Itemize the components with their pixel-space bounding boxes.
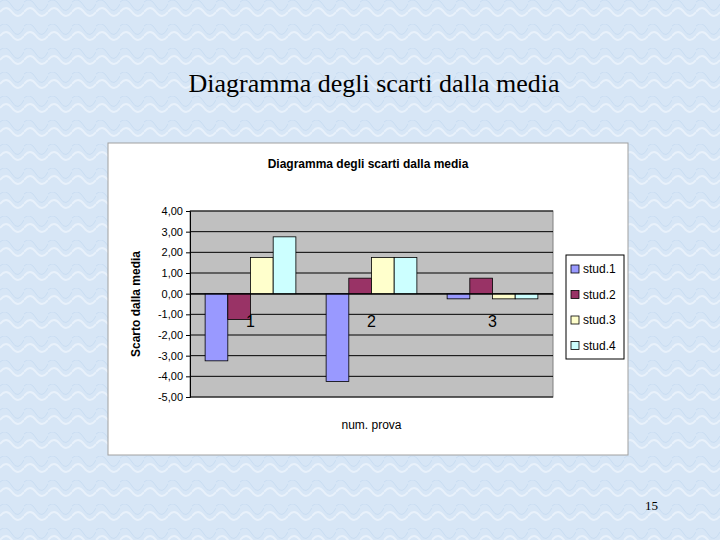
x-tick: 1 xyxy=(246,294,255,330)
bar xyxy=(251,258,274,294)
y-tick-mark xyxy=(186,376,190,377)
y-axis-title: Scarto dalla media xyxy=(129,251,143,357)
legend-swatch xyxy=(571,342,579,350)
x-axis-title: num. prova xyxy=(341,418,401,432)
legend-label: stud.3 xyxy=(583,313,616,327)
y-tick-label: 2,00 xyxy=(162,246,183,258)
y-tick-mark xyxy=(186,211,190,212)
x-tick: 2 xyxy=(367,294,376,330)
chart-title: Diagramma degli scarti dalla media xyxy=(268,157,469,171)
y-tick-mark xyxy=(186,294,190,295)
y-axis-line xyxy=(186,212,191,398)
y-tick-mark xyxy=(186,252,190,253)
x-axis: 1 2 3 xyxy=(191,294,554,330)
grid-line xyxy=(190,376,553,377)
grid-line xyxy=(190,231,553,232)
y-tick-mark xyxy=(186,397,190,398)
y-tick-label: 0,00 xyxy=(162,288,183,300)
legend: stud.1 stud.2 stud.3 stud.4 xyxy=(566,255,624,359)
y-tick: -3,00 xyxy=(158,350,190,362)
y-tick: 1,00 xyxy=(162,267,190,279)
bar xyxy=(372,258,395,294)
legend-swatch xyxy=(571,265,579,273)
chart-box xyxy=(108,143,628,455)
x-axis-line xyxy=(191,294,554,295)
y-tick-label: -2,00 xyxy=(158,329,183,341)
y-tick: 0,00 xyxy=(162,288,190,300)
grid-line xyxy=(190,252,553,253)
y-tick-mark xyxy=(186,335,190,336)
grid-line xyxy=(190,335,553,336)
y-axis: -5,00 -4,00 -3,00 -2,00 -1,00 0,00 1,00 2,00 3,0… xyxy=(158,205,191,403)
bar xyxy=(349,278,372,294)
bar xyxy=(205,294,228,361)
legend-box xyxy=(566,255,624,359)
y-tick-label: -1,00 xyxy=(158,308,183,320)
y-tick-label: 3,00 xyxy=(162,226,183,238)
grid xyxy=(190,211,553,397)
plot-area xyxy=(190,211,553,397)
x-tick-label: 2 xyxy=(367,313,376,330)
legend-label: stud.4 xyxy=(583,339,616,353)
bar xyxy=(273,237,296,294)
legend-swatch xyxy=(571,291,579,299)
y-tick-label: 4,00 xyxy=(162,205,183,217)
y-tick: 4,00 xyxy=(162,205,190,217)
y-tick-mark xyxy=(186,356,190,357)
y-tick: -1,00 xyxy=(158,308,190,320)
y-tick: 2,00 xyxy=(162,246,190,258)
legend-label: stud.2 xyxy=(583,288,616,302)
y-tick-label: -4,00 xyxy=(158,370,183,382)
bar xyxy=(470,278,493,294)
grid-line xyxy=(190,355,553,356)
y-tick-label: -3,00 xyxy=(158,350,183,362)
bar xyxy=(394,258,417,294)
slide-background xyxy=(0,0,720,540)
y-tick: -4,00 xyxy=(158,370,190,382)
y-tick: -5,00 xyxy=(158,391,190,403)
slide-svg: Diagramma degli scarti dalla media 15 Diag… xyxy=(0,0,720,540)
x-tick-label: 3 xyxy=(488,313,497,330)
bar xyxy=(326,294,349,382)
slide-title: Diagramma degli scarti dalla media xyxy=(188,69,560,98)
x-tick-label: 1 xyxy=(246,313,255,330)
grid-line xyxy=(190,211,553,212)
y-tick: -2,00 xyxy=(158,329,190,341)
y-tick-mark xyxy=(186,314,190,315)
legend-swatch xyxy=(571,316,579,324)
y-tick-mark xyxy=(186,232,190,233)
x-tick: 3 xyxy=(488,294,497,330)
y-tick-label: 1,00 xyxy=(162,267,183,279)
y-tick-label: -5,00 xyxy=(158,391,183,403)
grid-line xyxy=(190,397,553,398)
y-tick: 3,00 xyxy=(162,226,190,238)
legend-label: stud.1 xyxy=(583,262,616,276)
slide-root: Diagramma degli scarti dalla media 15 Diag… xyxy=(0,0,720,540)
y-tick-mark xyxy=(186,273,190,274)
bars xyxy=(205,237,538,382)
page-number: 15 xyxy=(645,498,658,513)
